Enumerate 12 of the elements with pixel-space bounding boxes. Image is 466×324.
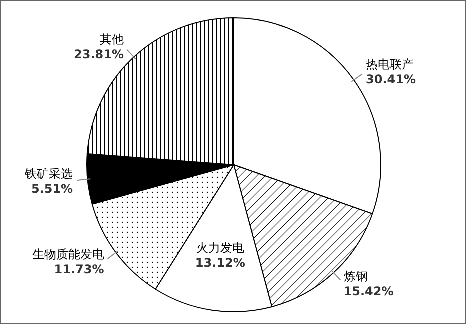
slice-label: 生物质能发电 (32, 248, 104, 262)
data-label: 15.42% (344, 284, 394, 299)
slice-label: 火力发电 (196, 241, 244, 256)
data-label: 30.41% (366, 72, 416, 87)
data-label: 23.81% (74, 47, 124, 62)
data-label: 13.12% (195, 256, 246, 270)
slice-label: 铁矿采选 (24, 166, 74, 181)
slice-label: 其他 (100, 32, 124, 46)
data-label: 11.73% (54, 262, 104, 277)
data-label: 5.51% (31, 182, 74, 196)
slice-label: 炼钢 (344, 270, 368, 284)
slice-label: 热电联产 (366, 58, 414, 72)
